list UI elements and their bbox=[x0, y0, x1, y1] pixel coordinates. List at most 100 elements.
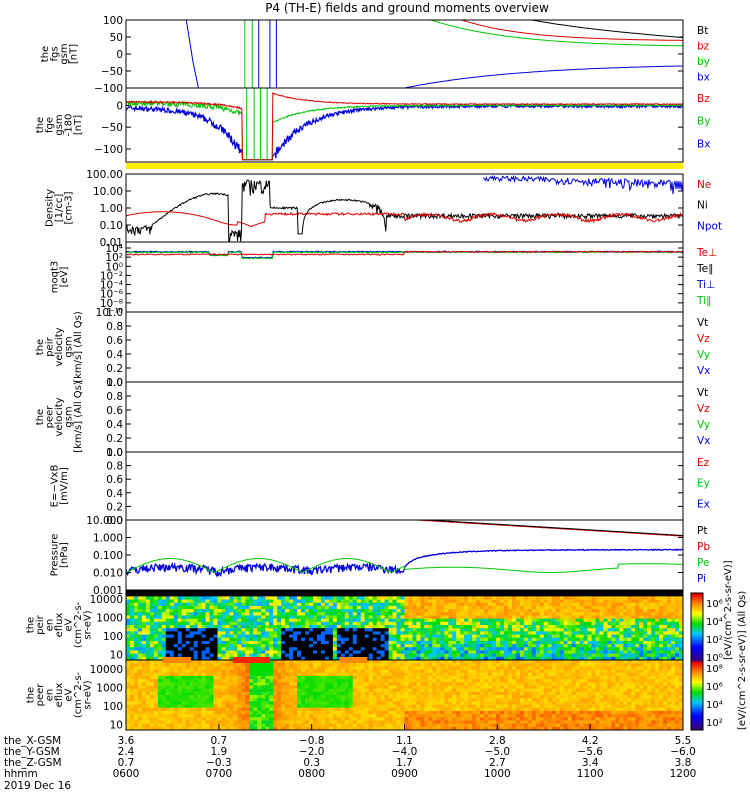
spectrogram-cell bbox=[595, 631, 600, 635]
spectrogram-cell bbox=[476, 599, 481, 604]
spectrogram-cell bbox=[480, 628, 485, 632]
spectrogram-cell bbox=[181, 666, 187, 670]
spectrogram-cell bbox=[173, 609, 179, 613]
spectrogram-cell bbox=[559, 593, 565, 597]
spectrogram-cell bbox=[137, 590, 143, 594]
spectrogram-cell bbox=[543, 644, 549, 648]
spectrogram-cell bbox=[269, 685, 274, 690]
spectrogram-cell bbox=[145, 698, 151, 702]
spectrogram-cell bbox=[468, 637, 473, 642]
spectrogram-cell bbox=[185, 609, 191, 613]
spectrogram-cell bbox=[647, 618, 652, 623]
spectrogram-cell bbox=[245, 644, 250, 648]
spectrogram-cell bbox=[396, 593, 401, 597]
spectrogram-cell bbox=[133, 726, 139, 731]
spectrogram-cell bbox=[579, 640, 584, 645]
spectrogram-cell bbox=[376, 615, 382, 620]
spectrogram-cell bbox=[352, 714, 358, 718]
spectrogram-cell bbox=[348, 691, 354, 696]
spectrogram-cell bbox=[376, 590, 382, 594]
spectrogram-cell bbox=[404, 723, 409, 728]
spectrogram-cell bbox=[293, 679, 298, 683]
spectrogram-cell bbox=[320, 593, 326, 597]
spectrogram-cell bbox=[539, 656, 545, 661]
spectrogram-cell bbox=[412, 695, 417, 699]
spectrogram-cell bbox=[340, 596, 346, 600]
spectrogram-cell bbox=[153, 615, 159, 620]
spectrogram-cell bbox=[201, 653, 206, 658]
spectrogram-cell bbox=[309, 656, 314, 661]
spectrogram-cell bbox=[452, 602, 457, 607]
spectrogram-cell bbox=[205, 675, 210, 680]
spectrogram-cell bbox=[531, 644, 537, 648]
spectrogram-cell bbox=[145, 675, 151, 680]
spectrogram-cell bbox=[344, 637, 350, 642]
spectrogram-cell bbox=[309, 609, 314, 613]
spectrogram-cell bbox=[245, 679, 250, 683]
spectrogram-cell bbox=[535, 634, 541, 639]
spectrogram-cell bbox=[149, 695, 155, 699]
spectrogram-cell bbox=[233, 726, 238, 731]
spectrogram-cell bbox=[181, 723, 187, 728]
spectrogram-cell bbox=[173, 682, 179, 686]
spectrogram-cell bbox=[137, 628, 143, 632]
spectrogram-cell bbox=[428, 640, 433, 645]
spectrogram-cell bbox=[416, 663, 421, 667]
spectrogram-cell bbox=[273, 701, 278, 705]
spectrogram-cell bbox=[607, 634, 612, 639]
spectrogram-cell bbox=[408, 682, 413, 686]
spectrogram-cell bbox=[352, 621, 358, 626]
spectrogram-cell bbox=[448, 640, 453, 645]
spectrogram-cell bbox=[340, 666, 346, 670]
panel-peir_eflux-ylabel: en bbox=[45, 619, 56, 632]
spectrogram-cell bbox=[639, 653, 644, 658]
spectrogram-cell bbox=[273, 596, 278, 600]
spectrogram-cell bbox=[149, 672, 155, 677]
spectrogram-cell bbox=[257, 625, 262, 629]
spectrogram-cell bbox=[344, 723, 350, 728]
spectrogram-cell bbox=[237, 698, 242, 702]
spectrogram-cell bbox=[380, 596, 386, 600]
spectrogram-cell bbox=[563, 602, 569, 607]
spectrogram-cell bbox=[169, 723, 175, 728]
spectrogram-cell bbox=[269, 640, 274, 645]
spectrogram-cell bbox=[316, 660, 322, 664]
spectrogram-cell bbox=[328, 650, 334, 655]
spectrogram-cell bbox=[181, 695, 187, 699]
spectrogram-cell bbox=[173, 663, 179, 667]
spectrogram-cell bbox=[352, 650, 358, 655]
spectrogram-cell bbox=[209, 672, 214, 677]
panel-peir_vel-ylabel: the bbox=[35, 339, 46, 355]
spectrogram-cell bbox=[651, 612, 656, 616]
spectrogram-cell bbox=[416, 720, 421, 725]
spectrogram-cell bbox=[233, 625, 238, 629]
spectrogram-cell bbox=[265, 631, 270, 635]
spectrogram-cell bbox=[269, 628, 274, 632]
spectrogram-cell bbox=[599, 653, 604, 658]
spectrogram-cell bbox=[408, 669, 413, 674]
spectrogram-cell bbox=[472, 625, 477, 629]
spectrogram-cell bbox=[229, 679, 234, 683]
spectrogram-cell bbox=[189, 717, 195, 721]
spectrogram-cell bbox=[193, 695, 199, 699]
spectrogram-cell bbox=[269, 707, 274, 712]
spectrogram-cell bbox=[384, 644, 389, 648]
spectrogram-cell bbox=[157, 602, 163, 607]
spectrogram-cell bbox=[404, 701, 409, 705]
spectrogram-cell bbox=[229, 615, 234, 620]
spectrogram-cell bbox=[563, 590, 569, 594]
spectrogram-cell bbox=[647, 605, 652, 610]
spectrogram-cell bbox=[305, 704, 310, 709]
spectrogram-cell bbox=[396, 650, 401, 655]
spectrogram-cell bbox=[452, 621, 457, 626]
spectrogram-cell bbox=[133, 688, 139, 693]
spectrogram-cell bbox=[655, 647, 660, 651]
spectrogram-cell bbox=[555, 615, 561, 620]
spectrogram-cell bbox=[157, 609, 163, 613]
spectrogram-cell bbox=[631, 621, 636, 626]
spectrogram-cell bbox=[141, 660, 147, 664]
spectrogram-cell bbox=[261, 695, 266, 699]
spectrogram-cell bbox=[432, 596, 437, 600]
spectrogram-cell bbox=[408, 672, 413, 677]
spectrogram-cell bbox=[305, 631, 310, 635]
